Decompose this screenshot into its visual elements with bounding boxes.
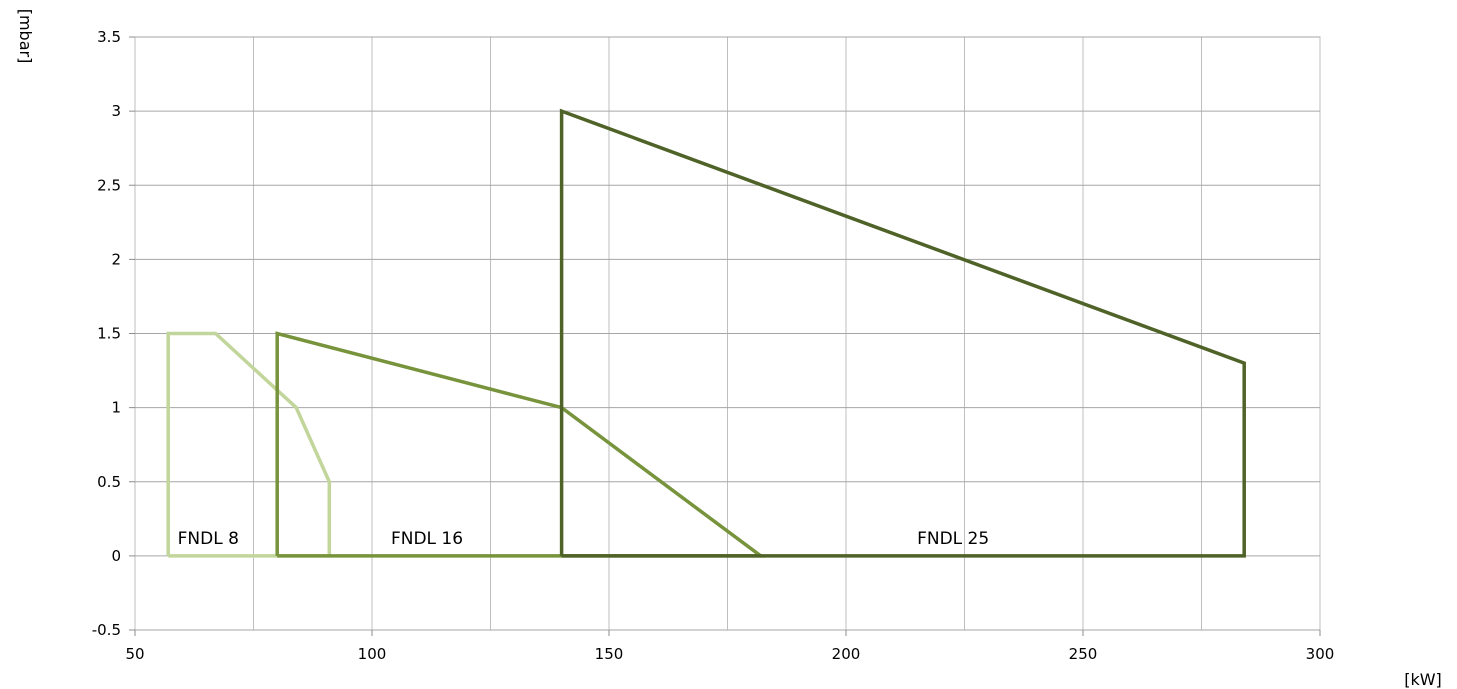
y-tick-label: 1.5 xyxy=(97,325,121,343)
x-tick-label: 100 xyxy=(358,645,387,663)
series-line-fndl-25 xyxy=(559,108,1246,558)
y-tick-label: -0.5 xyxy=(92,621,121,639)
x-tick-label: 150 xyxy=(595,645,624,663)
series-label-fndl-8: FNDL 8 xyxy=(178,529,239,549)
labels: FNDL 8 FNDL 16 FNDL 25 xyxy=(178,529,990,549)
series-label-fndl-25: FNDL 25 xyxy=(917,529,989,549)
y-tick-label: 0.5 xyxy=(97,473,121,491)
y-tick-label: 3 xyxy=(111,102,121,120)
x-tick-label: 200 xyxy=(832,645,861,663)
series-group xyxy=(166,108,1246,558)
y-tick-label: 0 xyxy=(111,547,121,565)
x-tick-label: 300 xyxy=(1306,645,1335,663)
y-tick-label: 2 xyxy=(111,250,121,268)
y-tick-label: 2.5 xyxy=(97,176,121,194)
x-tick-label: 250 xyxy=(1069,645,1098,663)
x-axis-label: [kW] xyxy=(1404,670,1442,689)
x-tick-label: 50 xyxy=(125,645,144,663)
y-tick-label: 3.5 xyxy=(97,28,121,46)
series-label-fndl-16: FNDL 16 xyxy=(391,529,463,549)
y-axis-label: [mbar] xyxy=(16,9,35,64)
axes: -0.5 0 0.5 1 1.5 2 2.5 3 3.5 50 100 150 200 250 300 xyxy=(92,28,1335,663)
y-tick-label: 1 xyxy=(111,399,121,417)
